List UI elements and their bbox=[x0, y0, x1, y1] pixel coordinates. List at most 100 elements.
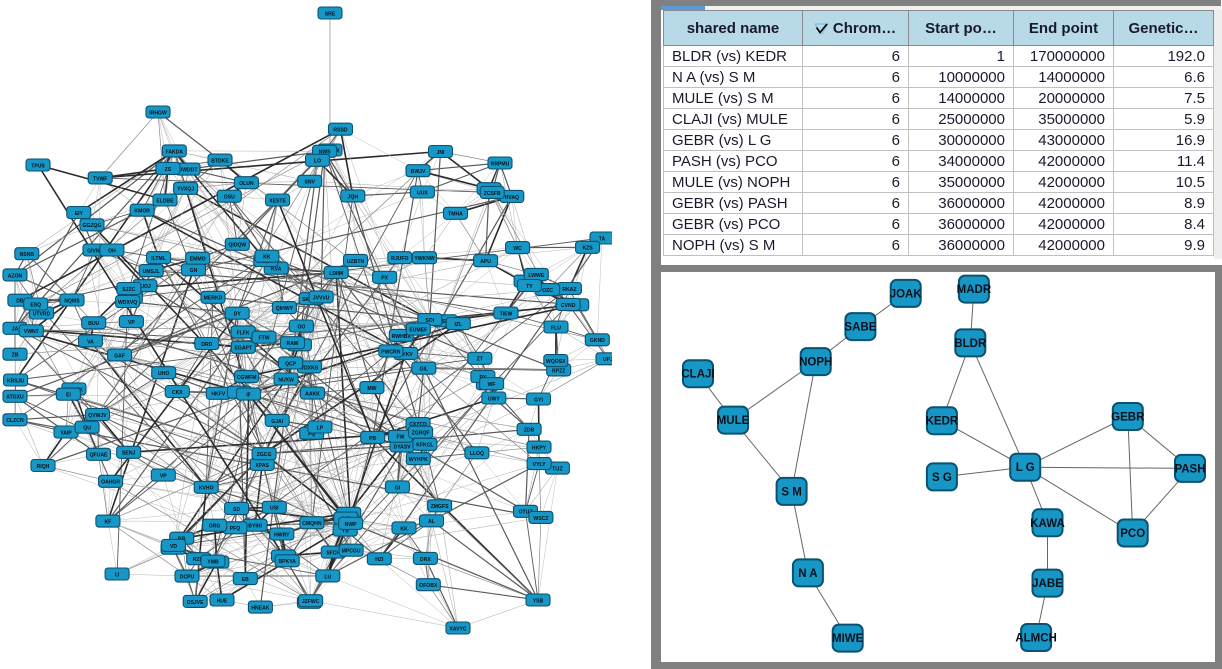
svg-text:UTVRD: UTVRD bbox=[33, 311, 51, 317]
svg-text:EGAPT: EGAPT bbox=[235, 346, 253, 352]
svg-text:MULE: MULE bbox=[717, 415, 750, 427]
svg-text:OO: OO bbox=[297, 324, 305, 330]
svg-text:WQOSX: WQOSX bbox=[546, 359, 566, 365]
svg-text:XPAS: XPAS bbox=[255, 463, 269, 469]
svg-text:GAF: GAF bbox=[114, 353, 125, 359]
svg-text:ZDB: ZDB bbox=[524, 428, 535, 434]
svg-text:SABE: SABE bbox=[844, 322, 876, 334]
svg-text:RSSD: RSSD bbox=[333, 128, 347, 134]
svg-text:ZGCG: ZGCG bbox=[257, 452, 272, 458]
svg-text:OLUN: OLUN bbox=[239, 181, 254, 187]
svg-text:PX: PX bbox=[381, 276, 388, 282]
svg-text:QIDQW: QIDQW bbox=[228, 243, 246, 249]
svg-text:WC: WC bbox=[513, 246, 522, 252]
svg-text:PCO: PCO bbox=[1120, 528, 1145, 540]
svg-text:GGZQG: GGZQG bbox=[83, 223, 102, 229]
svg-text:EB: EB bbox=[242, 577, 249, 583]
svg-text:BTDKE: BTDKE bbox=[211, 159, 229, 165]
svg-text:TIJZ: TIJZ bbox=[552, 467, 562, 473]
svg-text:CLZCN: CLZCN bbox=[6, 418, 24, 424]
svg-text:HKFV: HKFV bbox=[211, 392, 225, 398]
svg-text:TVWF: TVWF bbox=[93, 176, 107, 182]
svg-text:GYI: GYI bbox=[534, 397, 543, 403]
svg-text:L G: L G bbox=[1016, 462, 1035, 474]
svg-text:IF: IF bbox=[246, 393, 251, 399]
svg-text:LU: LU bbox=[324, 574, 331, 580]
svg-text:YMB: YMB bbox=[207, 560, 219, 566]
svg-text:CMQHN: CMQHN bbox=[302, 521, 322, 527]
svg-text:IRHGW: IRHGW bbox=[149, 110, 167, 116]
svg-text:QCP: QCP bbox=[285, 361, 297, 367]
svg-text:OH: OH bbox=[108, 248, 116, 254]
svg-text:FLFK: FLFK bbox=[237, 330, 250, 336]
svg-text:ZS: ZS bbox=[165, 167, 172, 173]
svg-text:WF: WF bbox=[488, 382, 496, 388]
svg-text:ZB: ZB bbox=[12, 353, 19, 359]
svg-text:SD: SD bbox=[233, 507, 240, 513]
svg-text:BPKYA: BPKYA bbox=[279, 559, 297, 565]
svg-text:LP: LP bbox=[317, 425, 324, 431]
svg-text:MIWE: MIWE bbox=[832, 633, 864, 645]
svg-text:ALMCH: ALMCH bbox=[1015, 633, 1057, 645]
svg-text:UWDDT: UWDDT bbox=[179, 168, 199, 174]
svg-text:BWJV: BWJV bbox=[411, 169, 426, 175]
svg-text:JOAK: JOAK bbox=[890, 288, 923, 300]
svg-text:KZS: KZS bbox=[583, 246, 594, 252]
svg-text:FW: FW bbox=[397, 435, 405, 441]
svg-text:MW: MW bbox=[367, 386, 376, 392]
svg-text:KFKCL: KFKCL bbox=[416, 443, 433, 449]
svg-text:PB: PB bbox=[369, 436, 376, 442]
svg-text:PASH: PASH bbox=[1174, 463, 1205, 475]
svg-text:KMOR: KMOR bbox=[134, 209, 150, 215]
svg-text:EIY: EIY bbox=[75, 211, 84, 217]
svg-text:EI: EI bbox=[66, 393, 71, 399]
svg-text:XAVYC: XAVYC bbox=[449, 626, 466, 632]
svg-text:ZMGFS: ZMGFS bbox=[431, 504, 449, 510]
svg-text:GI: GI bbox=[395, 485, 401, 491]
svg-text:UHO: UHO bbox=[158, 371, 169, 377]
svg-text:UPJ: UPJ bbox=[603, 357, 612, 363]
svg-text:QVWJV: QVWJV bbox=[88, 413, 107, 419]
svg-text:MPCGU: MPCGU bbox=[342, 549, 361, 555]
svg-text:TIEW: TIEW bbox=[500, 311, 513, 317]
svg-text:ZGRQF: ZGRQF bbox=[412, 431, 430, 437]
svg-text:PWCRN: PWCRN bbox=[381, 349, 401, 355]
svg-text:SJZC: SJZC bbox=[122, 287, 135, 293]
svg-text:DY: DY bbox=[234, 312, 242, 318]
svg-text:JA: JA bbox=[12, 327, 19, 333]
svg-text:JABE: JABE bbox=[1032, 578, 1063, 590]
svg-text:HWRY: HWRY bbox=[274, 532, 290, 538]
svg-text:WSCZ: WSCZ bbox=[533, 516, 548, 522]
svg-text:KRSJU: KRSJU bbox=[7, 378, 25, 384]
svg-text:GJAI: GJAI bbox=[271, 419, 283, 425]
svg-text:QFUAE: QFUAE bbox=[90, 453, 108, 459]
svg-text:MERKD: MERKD bbox=[204, 296, 223, 302]
svg-text:OAHGR: OAHGR bbox=[101, 480, 120, 486]
svg-text:DRD: DRD bbox=[201, 342, 212, 348]
svg-text:JNI: JNI bbox=[437, 150, 446, 156]
svg-text:UWY: UWY bbox=[488, 396, 500, 402]
svg-text:MADR: MADR bbox=[957, 284, 992, 296]
svg-text:HVAQ: HVAQ bbox=[505, 195, 519, 201]
svg-text:CVND: CVND bbox=[561, 303, 576, 309]
svg-text:ORG: ORG bbox=[209, 524, 221, 530]
svg-text:NSNB: NSNB bbox=[20, 252, 35, 258]
svg-text:AL: AL bbox=[428, 519, 435, 525]
svg-text:JVVVU: JVVVU bbox=[313, 295, 330, 301]
svg-text:VA: VA bbox=[87, 339, 94, 345]
svg-text:DB: DB bbox=[16, 299, 24, 305]
svg-text:NWP: NWP bbox=[345, 522, 357, 528]
svg-text:ZT: ZT bbox=[477, 357, 484, 363]
svg-text:SENJ: SENJ bbox=[122, 451, 135, 457]
svg-text:DYASV: DYASV bbox=[394, 444, 412, 450]
svg-text:JQH: JQH bbox=[348, 194, 359, 200]
svg-text:VDXKS: VDXKS bbox=[301, 365, 319, 371]
svg-text:NOPH: NOPH bbox=[799, 357, 832, 369]
svg-text:SNV: SNV bbox=[304, 180, 315, 186]
svg-text:BYIHI: BYIHI bbox=[248, 524, 262, 530]
svg-text:RPZZ: RPZZ bbox=[552, 368, 565, 374]
svg-text:RAW: RAW bbox=[287, 341, 299, 347]
svg-text:AAKK: AAKK bbox=[305, 392, 320, 398]
svg-text:UMSJL: UMSJL bbox=[143, 269, 160, 275]
svg-text:TMHA: TMHA bbox=[448, 212, 463, 218]
